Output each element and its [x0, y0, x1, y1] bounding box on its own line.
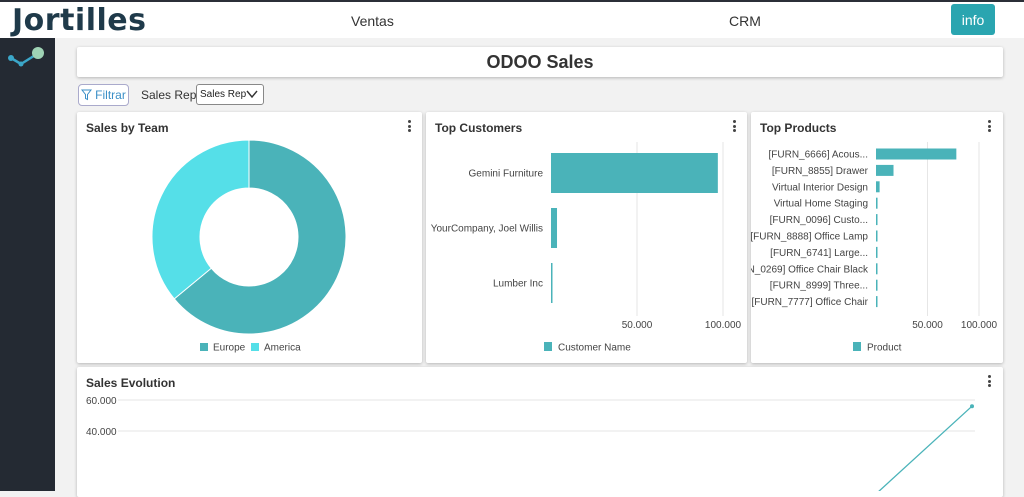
- info-button[interactable]: info: [951, 4, 995, 35]
- more-options-icon[interactable]: [986, 375, 992, 389]
- series-line: [878, 405, 973, 491]
- y-tick-label: YourCompany, Joel Willis: [431, 224, 543, 235]
- bar: [551, 153, 718, 193]
- sales-rep-select[interactable]: Sales Rep: [196, 84, 264, 105]
- legend-swatch: [544, 342, 552, 351]
- app-logo[interactable]: Jortilles: [12, 3, 147, 38]
- nav-ventas[interactable]: Ventas: [351, 13, 394, 29]
- pie-slice: [173, 139, 347, 335]
- bar: [876, 148, 957, 160]
- top-customers-chart: 50.000 100.000 Gemini Furniture YourCompany…: [431, 142, 742, 354]
- legend-swatch: [200, 343, 208, 351]
- y-tick-label: Gemini Furniture: [469, 169, 544, 180]
- legend-label: Product: [867, 343, 902, 354]
- pie-slice: [151, 139, 250, 300]
- sidebar-toggle-icon[interactable]: [7, 44, 47, 72]
- sales-by-team-card: Sales by Team Europe America: [77, 112, 422, 363]
- sales-rep-value: Sales Rep: [200, 89, 247, 100]
- bar: [551, 208, 558, 248]
- y-tick-label: [FURN_8999] Three...: [770, 281, 868, 292]
- sales-by-team-chart: Europe America: [151, 139, 347, 354]
- y-tick-label: 40.000: [86, 427, 117, 438]
- bar: [876, 197, 878, 209]
- bar: [876, 230, 878, 242]
- top-products-chart: 50.000 100.000 [FURN_6666] Acous... [FURN_8…: [751, 142, 998, 354]
- more-options-icon[interactable]: [986, 120, 992, 134]
- legend-label: Customer Name: [558, 343, 631, 354]
- legend-label: Europe: [213, 343, 246, 354]
- sales-rep-label: Sales Rep:: [141, 88, 200, 102]
- nav-crm[interactable]: CRM: [729, 13, 761, 29]
- chevron-down-icon: [246, 90, 258, 99]
- bar: [876, 181, 880, 193]
- x-tick-label: 50.000: [912, 320, 943, 331]
- y-tick-label: Virtual Interior Design: [772, 182, 868, 193]
- x-tick-label: 100.000: [705, 320, 742, 331]
- more-options-icon[interactable]: [406, 120, 412, 134]
- bar: [876, 296, 878, 308]
- card-title: Top Products: [760, 121, 837, 135]
- y-tick-label: N_0269] Office Chair Black: [751, 264, 869, 275]
- legend-swatch: [853, 342, 861, 351]
- filter-label: Filtrar: [95, 88, 126, 102]
- filter-icon: [81, 89, 93, 101]
- x-tick-label: 50.000: [622, 320, 653, 331]
- top-customers-card: Top Customers 50.000 100.000 Gemini Furnit…: [426, 112, 747, 363]
- y-tick-label: [FURN_0096] Custo...: [770, 215, 868, 226]
- card-title: Top Customers: [435, 121, 523, 135]
- filter-button[interactable]: Filtrar: [78, 84, 129, 106]
- bar: [876, 214, 878, 226]
- page-title: ODOO Sales: [77, 47, 1003, 77]
- top-products-card: Top Products 50.000 100.000 [FURN_6666] Ac…: [751, 112, 1003, 363]
- card-title: Sales Evolution: [86, 376, 176, 390]
- bar: [551, 263, 553, 303]
- y-tick-label: [FURN_7777] Office Chair: [751, 297, 868, 308]
- sales-evolution-card: Sales Evolution 60.000 40.000: [77, 367, 1003, 497]
- y-tick-label: [FURN_8888] Office Lamp: [751, 232, 868, 243]
- card-title: Sales by Team: [86, 121, 169, 135]
- sidebar: [0, 38, 55, 491]
- y-tick-label: [FURN_8855] Drawer: [772, 166, 869, 177]
- legend-swatch: [251, 343, 259, 351]
- sales-evolution-chart: 60.000 40.000: [86, 396, 975, 491]
- y-tick-label: [FURN_6741] Large...: [770, 248, 868, 259]
- y-tick-label: [FURN_6666] Acous...: [769, 150, 869, 161]
- y-tick-label: Lumber Inc: [493, 279, 543, 290]
- x-tick-label: 100.000: [961, 320, 998, 331]
- bar: [876, 164, 894, 176]
- bar: [876, 246, 878, 258]
- more-options-icon[interactable]: [731, 120, 737, 134]
- data-point: [970, 404, 974, 409]
- bar: [876, 279, 878, 291]
- legend-label: America: [264, 343, 301, 354]
- bar: [876, 263, 878, 275]
- y-tick-label: Virtual Home Staging: [774, 199, 868, 210]
- top-navbar: Jortilles Ventas CRM info: [0, 0, 1024, 38]
- y-tick-label: 60.000: [86, 396, 117, 407]
